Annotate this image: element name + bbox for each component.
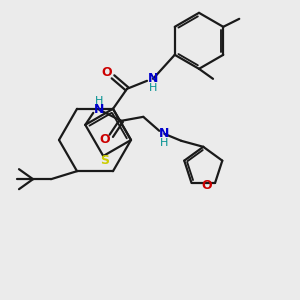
Text: N: N xyxy=(148,72,158,85)
Text: O: O xyxy=(102,66,112,79)
Text: O: O xyxy=(201,178,211,191)
Text: H: H xyxy=(149,83,157,93)
Text: H: H xyxy=(95,96,103,106)
Text: N: N xyxy=(159,127,169,140)
Text: H: H xyxy=(160,138,169,148)
Text: O: O xyxy=(99,133,110,146)
Text: S: S xyxy=(100,154,109,166)
Text: N: N xyxy=(94,103,104,116)
